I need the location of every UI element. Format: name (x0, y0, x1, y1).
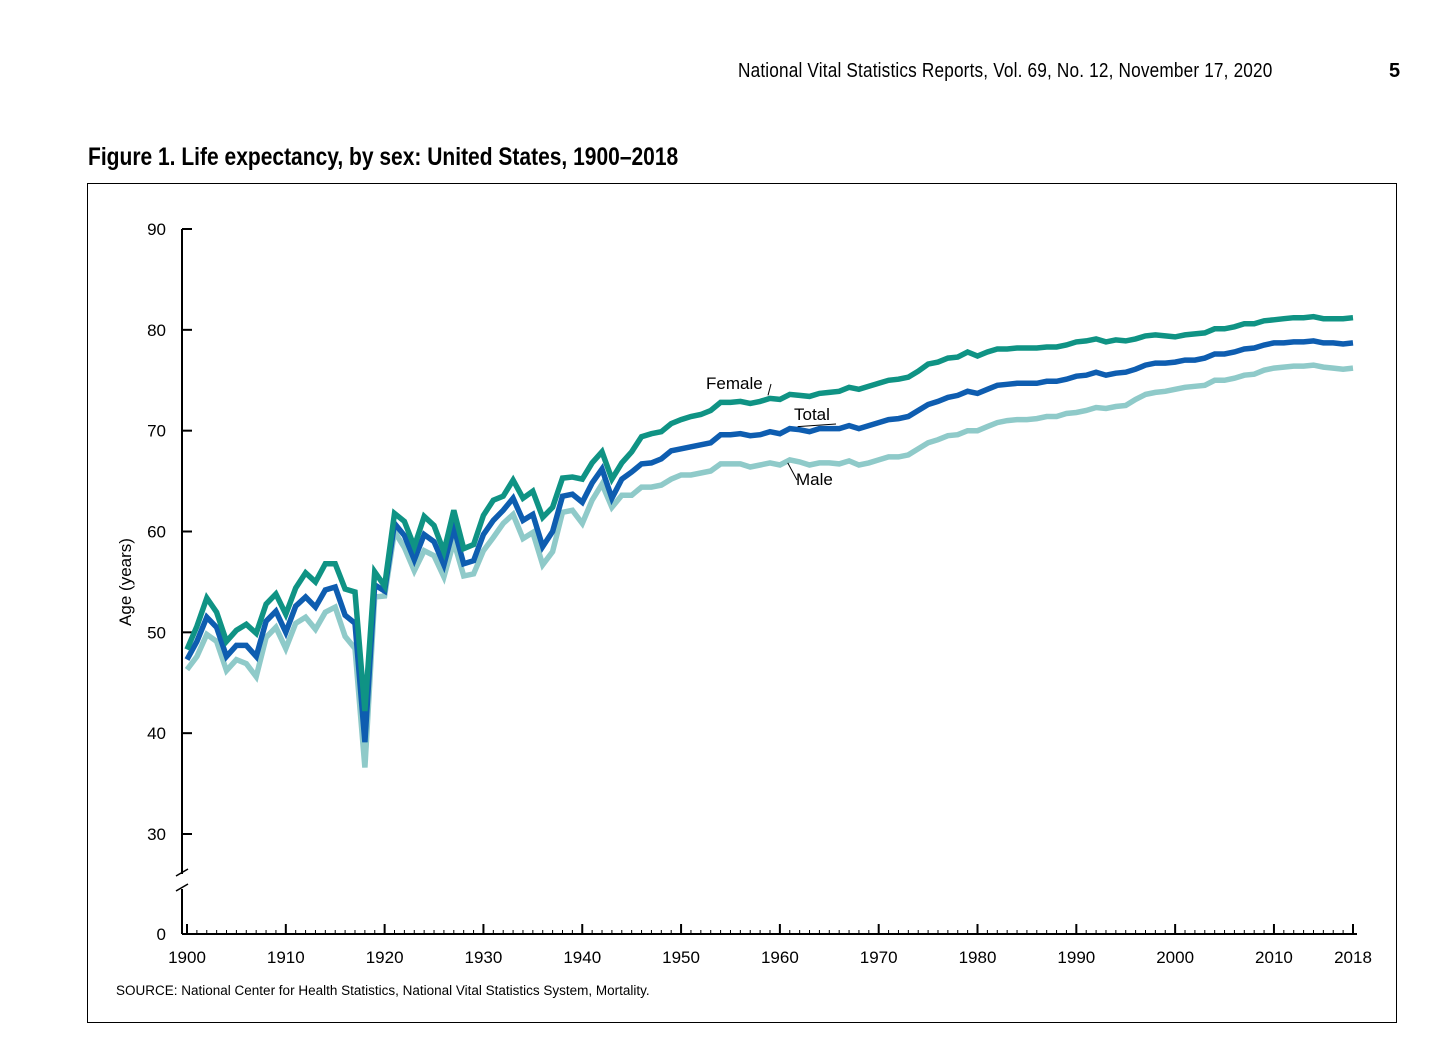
chart-axes: 0 30 40 50 60 70 80 90 1900 1910 1920 1930 1940 1950 1… (147, 220, 1372, 967)
chart-series-labels: Female Total Male (706, 374, 837, 489)
y-tick-label: 40 (147, 724, 166, 743)
series-line-female (184, 313, 1354, 712)
y-tick-label: 70 (147, 422, 166, 441)
x-tick-label: 2010 (1255, 948, 1293, 967)
x-tick-label: 1920 (366, 948, 404, 967)
figure-frame (87, 183, 1397, 1023)
y-axis-break-mark (175, 868, 189, 877)
y-tick-label: 50 (147, 623, 166, 642)
y-tick-label: 30 (147, 825, 166, 844)
chart-series (184, 313, 1354, 768)
series-label-total: Total (794, 405, 830, 424)
x-tick-label: 1990 (1057, 948, 1095, 967)
series-leader-male (787, 462, 798, 481)
y-tick-label: 60 (147, 523, 166, 542)
series-line-male (184, 362, 1354, 768)
figure-title: Figure 1. Life expectancy, by sex: Unite… (88, 143, 679, 171)
x-tick-label: 1930 (465, 948, 503, 967)
x-tick-label: 1980 (959, 948, 997, 967)
report-header: National Vital Statistics Reports, Vol. … (738, 60, 1273, 82)
y-tick-label: 0 (157, 925, 166, 944)
x-tick-label: 1900 (168, 948, 206, 967)
y-tick-label: 90 (147, 220, 166, 239)
x-tick-label: 1910 (267, 948, 305, 967)
y-axis-label: Age (years) (116, 538, 135, 626)
series-label-male: Male (796, 470, 833, 489)
x-tick-label: 2018 (1334, 948, 1372, 967)
x-tick-label: 1940 (563, 948, 601, 967)
series-leader-total (797, 423, 837, 428)
source-note: SOURCE: National Center for Health Stati… (116, 983, 650, 998)
page-number: 5 (1389, 60, 1401, 82)
series-label-female: Female (706, 374, 763, 393)
x-tick-label: 2000 (1156, 948, 1194, 967)
x-tick-label: 1960 (761, 948, 799, 967)
y-tick-label: 80 (147, 321, 166, 340)
x-tick-label: 1950 (662, 948, 700, 967)
y-axis-break-mark (175, 883, 189, 892)
series-leader-female (767, 383, 772, 396)
x-tick-label: 1970 (860, 948, 898, 967)
series-line-total (184, 338, 1354, 743)
